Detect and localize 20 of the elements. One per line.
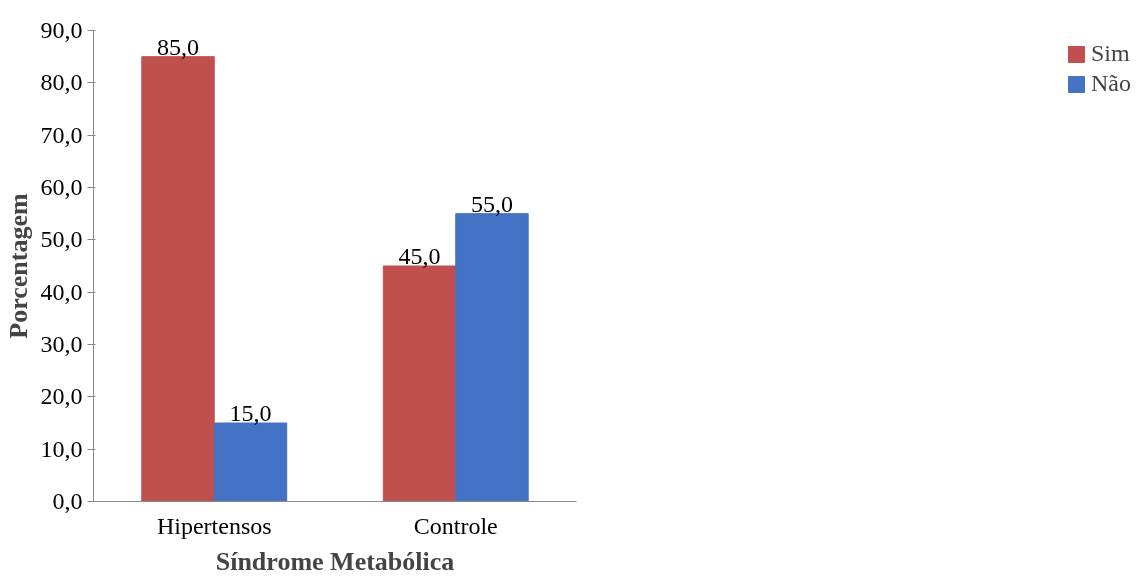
x-tick-label: Controle: [413, 512, 498, 539]
y-tick-label: 80,0: [40, 69, 83, 96]
y-tick-label: 20,0: [40, 383, 83, 410]
data-label: 15,0: [229, 400, 272, 426]
y-tick-label: 40,0: [40, 278, 83, 305]
legend-label: Não: [1091, 70, 1131, 97]
x-tick-label: Hipertensos: [156, 512, 272, 539]
x-axis-title: Síndrome Metabólica: [215, 546, 455, 576]
y-tick-label: 50,0: [40, 226, 83, 253]
y-axis-title: Porcentagem: [3, 192, 33, 339]
y-tick-label: 90,0: [40, 17, 83, 43]
y-tick-label: 70,0: [40, 121, 83, 148]
data-label: 55,0: [470, 190, 513, 217]
y-tick-label: 0,0: [52, 488, 83, 514]
y-tick-label: 60,0: [40, 174, 83, 200]
data-label: 85,0: [157, 33, 200, 60]
y-tick-label: 30,0: [40, 331, 83, 357]
data-label: 45,0: [398, 243, 441, 269]
y-tick-label: 10,0: [40, 435, 83, 462]
legend-label: Sim: [1091, 40, 1130, 67]
